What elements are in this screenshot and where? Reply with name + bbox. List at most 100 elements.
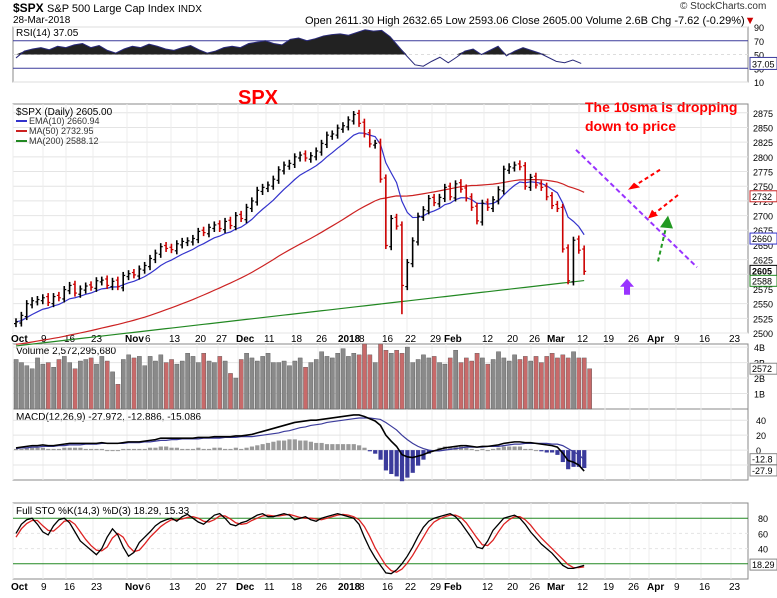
x-label-bottom-13: 2018 bbox=[338, 582, 361, 593]
x-label-top-14: 8 bbox=[359, 334, 365, 345]
rsi-tick-90: 90 bbox=[754, 23, 764, 33]
volume-bar-1 bbox=[19, 362, 24, 410]
high-label: High bbox=[377, 15, 400, 27]
x-label-bottom-15: 16 bbox=[382, 582, 394, 593]
macd-hist-60 bbox=[335, 444, 340, 451]
volume-bar-54 bbox=[303, 367, 308, 410]
volume-bar-55 bbox=[308, 362, 314, 410]
volume-bar-77 bbox=[426, 357, 432, 410]
volume-bar-65 bbox=[362, 343, 367, 410]
volume-bar-29 bbox=[169, 359, 174, 410]
annotation-line-1: The 10sma is dropping bbox=[585, 99, 737, 115]
macd-hist-44 bbox=[249, 446, 255, 451]
volume-bar-96 bbox=[528, 360, 533, 410]
sto-k-line bbox=[15, 512, 585, 575]
sto-d-line bbox=[15, 513, 585, 573]
macd-hist-49 bbox=[276, 440, 281, 451]
macd-hist-41 bbox=[233, 447, 238, 451]
volume-bar-3 bbox=[29, 368, 35, 410]
volume-bar-93 bbox=[512, 354, 517, 410]
rsi-tick-10: 10 bbox=[754, 78, 764, 88]
macd-hist-106 bbox=[582, 450, 587, 469]
x-label-top-26: Apr bbox=[647, 334, 664, 345]
volume-bar-17 bbox=[104, 360, 110, 410]
volume-value: 2.6B bbox=[625, 15, 649, 27]
symbol: $SPX S&P 500 Large Cap Index INDX bbox=[13, 1, 202, 15]
macd-hist-57 bbox=[319, 442, 324, 451]
volume-bar-28 bbox=[163, 362, 169, 410]
macd-hist-31 bbox=[180, 448, 185, 451]
volume-bar-18 bbox=[110, 371, 115, 410]
macd-signal-line bbox=[15, 417, 585, 461]
high-value: 2632.65 bbox=[402, 15, 443, 27]
ma200-line bbox=[15, 279, 585, 347]
price-tick-2800: 2800 bbox=[753, 153, 773, 163]
volume-bar-31 bbox=[179, 360, 185, 410]
red-arrow-1-head bbox=[628, 182, 640, 190]
volume-bar-40 bbox=[228, 373, 233, 410]
volume-bar-9 bbox=[62, 356, 67, 410]
sto-tick-60: 60 bbox=[758, 529, 768, 539]
sto-last-label: 18.29 bbox=[752, 560, 775, 570]
macd-hist-70 bbox=[389, 450, 394, 475]
price-last-label-3: 2588 bbox=[752, 276, 772, 286]
x-label-top-15: 16 bbox=[382, 334, 394, 345]
vol-last-label: 2572 bbox=[752, 364, 772, 374]
volume-bar-49 bbox=[276, 362, 282, 410]
volume-bar-61 bbox=[340, 348, 346, 410]
x-label-top-5: 6 bbox=[145, 334, 151, 345]
price-tick-2650: 2650 bbox=[753, 241, 773, 251]
volume-bar-107 bbox=[587, 368, 592, 410]
volume-label: Volume bbox=[585, 15, 623, 27]
x-label-top-3: 23 bbox=[91, 334, 103, 345]
price-tick-2825: 2825 bbox=[753, 138, 773, 148]
macd-hist-84 bbox=[464, 447, 469, 451]
macd-hist-64 bbox=[357, 445, 362, 451]
volume-bar-30 bbox=[174, 363, 180, 410]
volume-bar-34 bbox=[196, 362, 201, 410]
volume-bar-94 bbox=[517, 359, 523, 410]
price-tick-2550: 2550 bbox=[753, 300, 773, 310]
volume-title: Volume 2,572,295,680 bbox=[16, 346, 117, 357]
macd-hist-35 bbox=[201, 448, 206, 451]
macd-hist-43 bbox=[244, 447, 249, 451]
volume-bar-79 bbox=[437, 362, 442, 410]
volume-bar-85 bbox=[469, 360, 475, 410]
volume-bar-23 bbox=[137, 356, 142, 410]
x-label-bottom-7: 20 bbox=[195, 582, 207, 593]
volume-bar-13 bbox=[83, 359, 89, 410]
macd-hist-46 bbox=[260, 444, 265, 451]
macd-hist-68 bbox=[378, 450, 383, 460]
macd-hist-1 bbox=[19, 448, 24, 451]
ema10-line bbox=[15, 132, 585, 323]
macd-hist-102 bbox=[560, 450, 565, 463]
volume-bar-43 bbox=[244, 353, 249, 410]
x-label-top-13: 2018 bbox=[338, 334, 361, 345]
rsi-title: RSI(14) 37.05 bbox=[16, 28, 79, 39]
x-label-bottom-27: 9 bbox=[674, 582, 680, 593]
x-label-bottom-17: 29 bbox=[430, 582, 442, 593]
sto-tick-80: 80 bbox=[758, 514, 768, 524]
macd-hist-13 bbox=[83, 448, 88, 451]
price-tick-2575: 2575 bbox=[753, 285, 773, 295]
macd-hist-87 bbox=[480, 448, 485, 451]
macd-hist-0 bbox=[14, 448, 19, 451]
volume-bar-66 bbox=[367, 354, 373, 410]
volume-bar-56 bbox=[313, 359, 319, 410]
volume-bar-6 bbox=[45, 362, 51, 410]
volume-bar-103 bbox=[565, 357, 571, 410]
x-label-bottom-11: 18 bbox=[291, 582, 303, 593]
volume-bar-91 bbox=[501, 357, 507, 410]
macd-hist-47 bbox=[265, 442, 271, 451]
volume-bar-42 bbox=[238, 359, 244, 410]
ohlc-summary: Open 2611.30 High 2632.65 Low 2593.06 Cl… bbox=[305, 15, 756, 27]
volume-bar-98 bbox=[539, 362, 544, 410]
volume-bar-78 bbox=[431, 356, 437, 410]
price-tick-2625: 2625 bbox=[753, 256, 773, 266]
volume-bar-104 bbox=[571, 351, 576, 410]
macd-hist-90 bbox=[496, 447, 501, 451]
macd-hist-27 bbox=[158, 446, 163, 451]
volume-bar-82 bbox=[453, 349, 458, 410]
volume-bar-102 bbox=[560, 354, 566, 410]
